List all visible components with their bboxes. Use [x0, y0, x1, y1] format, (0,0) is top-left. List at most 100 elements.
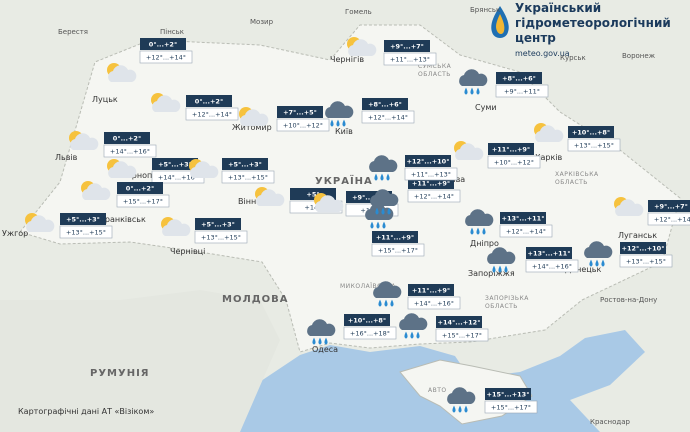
place-label: Франківськ [98, 215, 146, 224]
day-box [484, 400, 538, 414]
day-temp: +14°...+16° [532, 263, 572, 271]
place-label: ОБЛАСТЬ [555, 179, 588, 186]
rain-drop [378, 299, 382, 307]
cloud-icon [373, 281, 402, 298]
place-label: МОЛДОВА [222, 294, 289, 305]
cloud-icon [162, 219, 191, 236]
forecasts: 0°...+2° +12°...+14° 0°...+2° +12°...+14° +7… [25, 37, 690, 414]
rain-drop [476, 87, 480, 95]
rain-drop [324, 337, 328, 345]
rain-drop [382, 221, 386, 229]
day-box [404, 167, 458, 181]
rain-drop [482, 227, 486, 235]
day-box [103, 144, 157, 158]
place-label: ЗАПОРІЗЬКА [485, 295, 529, 302]
place-label: Ростов-на-Дону [600, 296, 657, 304]
rain-drop [492, 265, 496, 273]
day-temp: +14°...+16° [158, 174, 198, 182]
place-label: Суми [475, 103, 497, 112]
rain-drop [318, 337, 322, 345]
cloud-icon [108, 65, 137, 82]
place-label: Житомир [232, 123, 272, 132]
place-label: Львів [55, 153, 78, 162]
forecast: +11°...+9° +12°...+14° [370, 177, 461, 215]
day-box [276, 118, 330, 132]
rain-drop [404, 331, 408, 339]
day-box [647, 212, 690, 226]
place-label: Вінн [238, 197, 256, 206]
forecast: +9°...+7° +12°...+14° [614, 197, 690, 226]
night-temp: +11°...+9° [412, 180, 450, 188]
night-box [620, 242, 666, 254]
forecast: +7°...+5° +10°...+12° [239, 106, 330, 132]
day-temp: +13°...+15° [228, 174, 268, 182]
place-label: УКРАЇНА [315, 173, 373, 187]
rain-drop [330, 119, 334, 127]
rain-drop [376, 221, 380, 229]
rain-drop [336, 119, 340, 127]
night-temp: 0°...+2° [149, 41, 177, 49]
night-temp: +10°...+8° [572, 129, 610, 137]
place-label: СУМСЬКА [418, 63, 452, 70]
cloud-icon [348, 39, 377, 56]
day-temp: +9°...+11° [504, 88, 540, 96]
place-label: Брянськ [470, 6, 500, 14]
day-box [59, 225, 113, 239]
day-box [435, 328, 489, 342]
night-temp: +11°...+9° [412, 287, 450, 295]
cloud-icon [315, 195, 344, 212]
day-temp: +11°...+13° [411, 171, 451, 179]
night-temp: +5°...+3° [158, 161, 192, 169]
night-box [526, 247, 572, 259]
place-label: Луцьк [92, 95, 118, 104]
cloud-icon [256, 189, 285, 206]
night-box [436, 316, 482, 328]
rain-drop [381, 207, 385, 215]
forecast: +13°...+11° +12°...+14° [465, 209, 553, 238]
place-label: ХАРКІВСЬКА [555, 171, 599, 178]
rain-drop [504, 265, 508, 273]
night-box [222, 158, 268, 170]
day-box [383, 52, 437, 66]
cloud-icon [459, 69, 488, 86]
night-box [362, 98, 408, 110]
rain-drop [342, 119, 346, 127]
day-temp: +15°...+17° [491, 404, 531, 412]
place-label: Дніпро [470, 239, 499, 248]
header-title: центр [515, 31, 556, 45]
day-box [567, 138, 621, 152]
rain-drop [464, 405, 468, 413]
place-label: Пінськ [160, 28, 184, 36]
forecast: +10°...+8° +13°...+15° [534, 123, 621, 152]
romania-area [0, 290, 280, 432]
rain-drop [458, 405, 462, 413]
cloud-icon [190, 161, 219, 178]
cloud-icon [399, 313, 428, 330]
day-temp: +12°...+14° [146, 54, 186, 62]
night-box [104, 132, 150, 144]
night-box [648, 200, 690, 212]
night-temp: 0°...+2° [195, 98, 223, 106]
night-box [500, 212, 546, 224]
place-label: ОБЛАСТЬ [485, 303, 518, 310]
rain-drop [589, 259, 593, 267]
cloud-icon [615, 199, 644, 216]
forecast: +11°...+9° +15°...+17° [365, 203, 425, 257]
day-temp: +13°...+15° [201, 234, 241, 242]
day-temp: +15°...+17° [442, 332, 482, 340]
night-temp: +9°...+7° [352, 194, 386, 202]
day-box [361, 110, 415, 124]
place-labels: Берестя Пінськ Мозир Гомель Брянськ Курськ Вор… [2, 6, 657, 426]
night-temp: +11°...+9° [376, 234, 414, 242]
place-label: Берестя [58, 28, 88, 36]
day-temp: +12°...+14° [654, 216, 690, 224]
night-temp: +10°...+8° [348, 317, 386, 325]
night-temp: +9°...+7° [390, 43, 424, 51]
rain-drop [595, 259, 599, 267]
night-box [344, 314, 390, 326]
cloud-icon [465, 209, 494, 226]
cloud-icon [365, 203, 394, 220]
day-temp: +13°...+15° [574, 142, 614, 150]
rain-drop [375, 207, 379, 215]
